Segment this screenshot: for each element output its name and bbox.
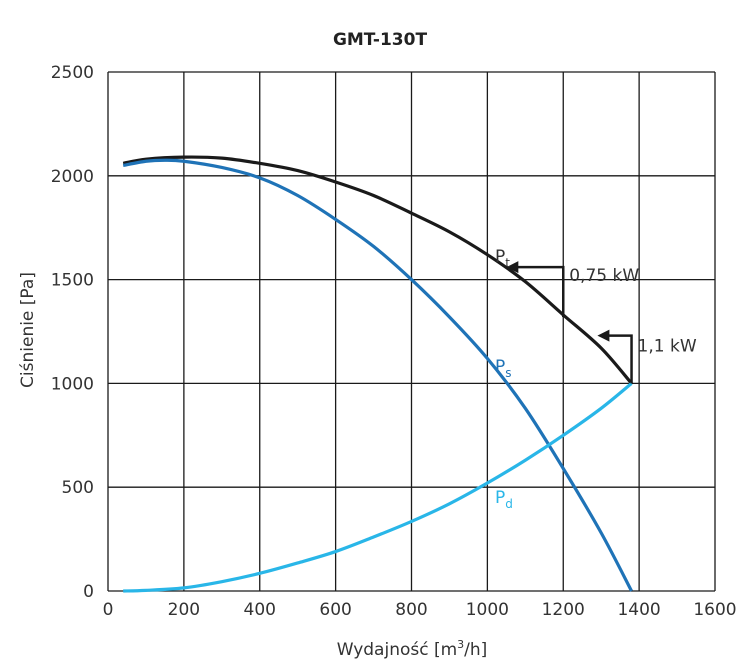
x-tick-label: 800 <box>395 600 427 620</box>
y-tick-label: 1000 <box>51 374 94 394</box>
series-label-pd: Pd <box>495 488 513 511</box>
x-tick-label: 400 <box>244 600 276 620</box>
y-tick-label: 0 <box>83 582 94 602</box>
y-tick-label: 500 <box>62 478 94 498</box>
series-line-pd <box>123 382 633 593</box>
series-line-pt <box>122 155 633 385</box>
arrow-left-icon <box>506 261 519 274</box>
power-annotation-label: 0,75 kW <box>569 266 639 286</box>
power-annotation-line <box>516 265 565 317</box>
x-tick-label: 1600 <box>693 600 736 620</box>
x-tick-label: 1000 <box>466 600 509 620</box>
y-tick-label: 2500 <box>51 63 94 83</box>
series-line-ps <box>122 158 633 592</box>
power-annotation-label: 1,1 kW <box>638 337 697 357</box>
y-axis-label: Ciśnienie [Pa] <box>18 272 38 388</box>
arrow-left-icon <box>597 329 610 342</box>
chart-title: GMT-130T <box>333 30 428 50</box>
x-tick-label: 600 <box>319 600 351 620</box>
x-tick-label: 200 <box>168 600 200 620</box>
power-annotation-line <box>607 334 633 384</box>
x-tick-label: 1200 <box>542 600 585 620</box>
series-label-pt: Pt <box>495 247 510 270</box>
y-tick-label: 2000 <box>51 167 94 187</box>
series-label-ps: Ps <box>495 357 512 380</box>
y-tick-label: 1500 <box>51 271 94 291</box>
x-axis-label: Wydajność [m3/h] <box>337 638 488 660</box>
x-tick-label: 0 <box>103 600 114 620</box>
x-tick-label: 1400 <box>617 600 660 620</box>
